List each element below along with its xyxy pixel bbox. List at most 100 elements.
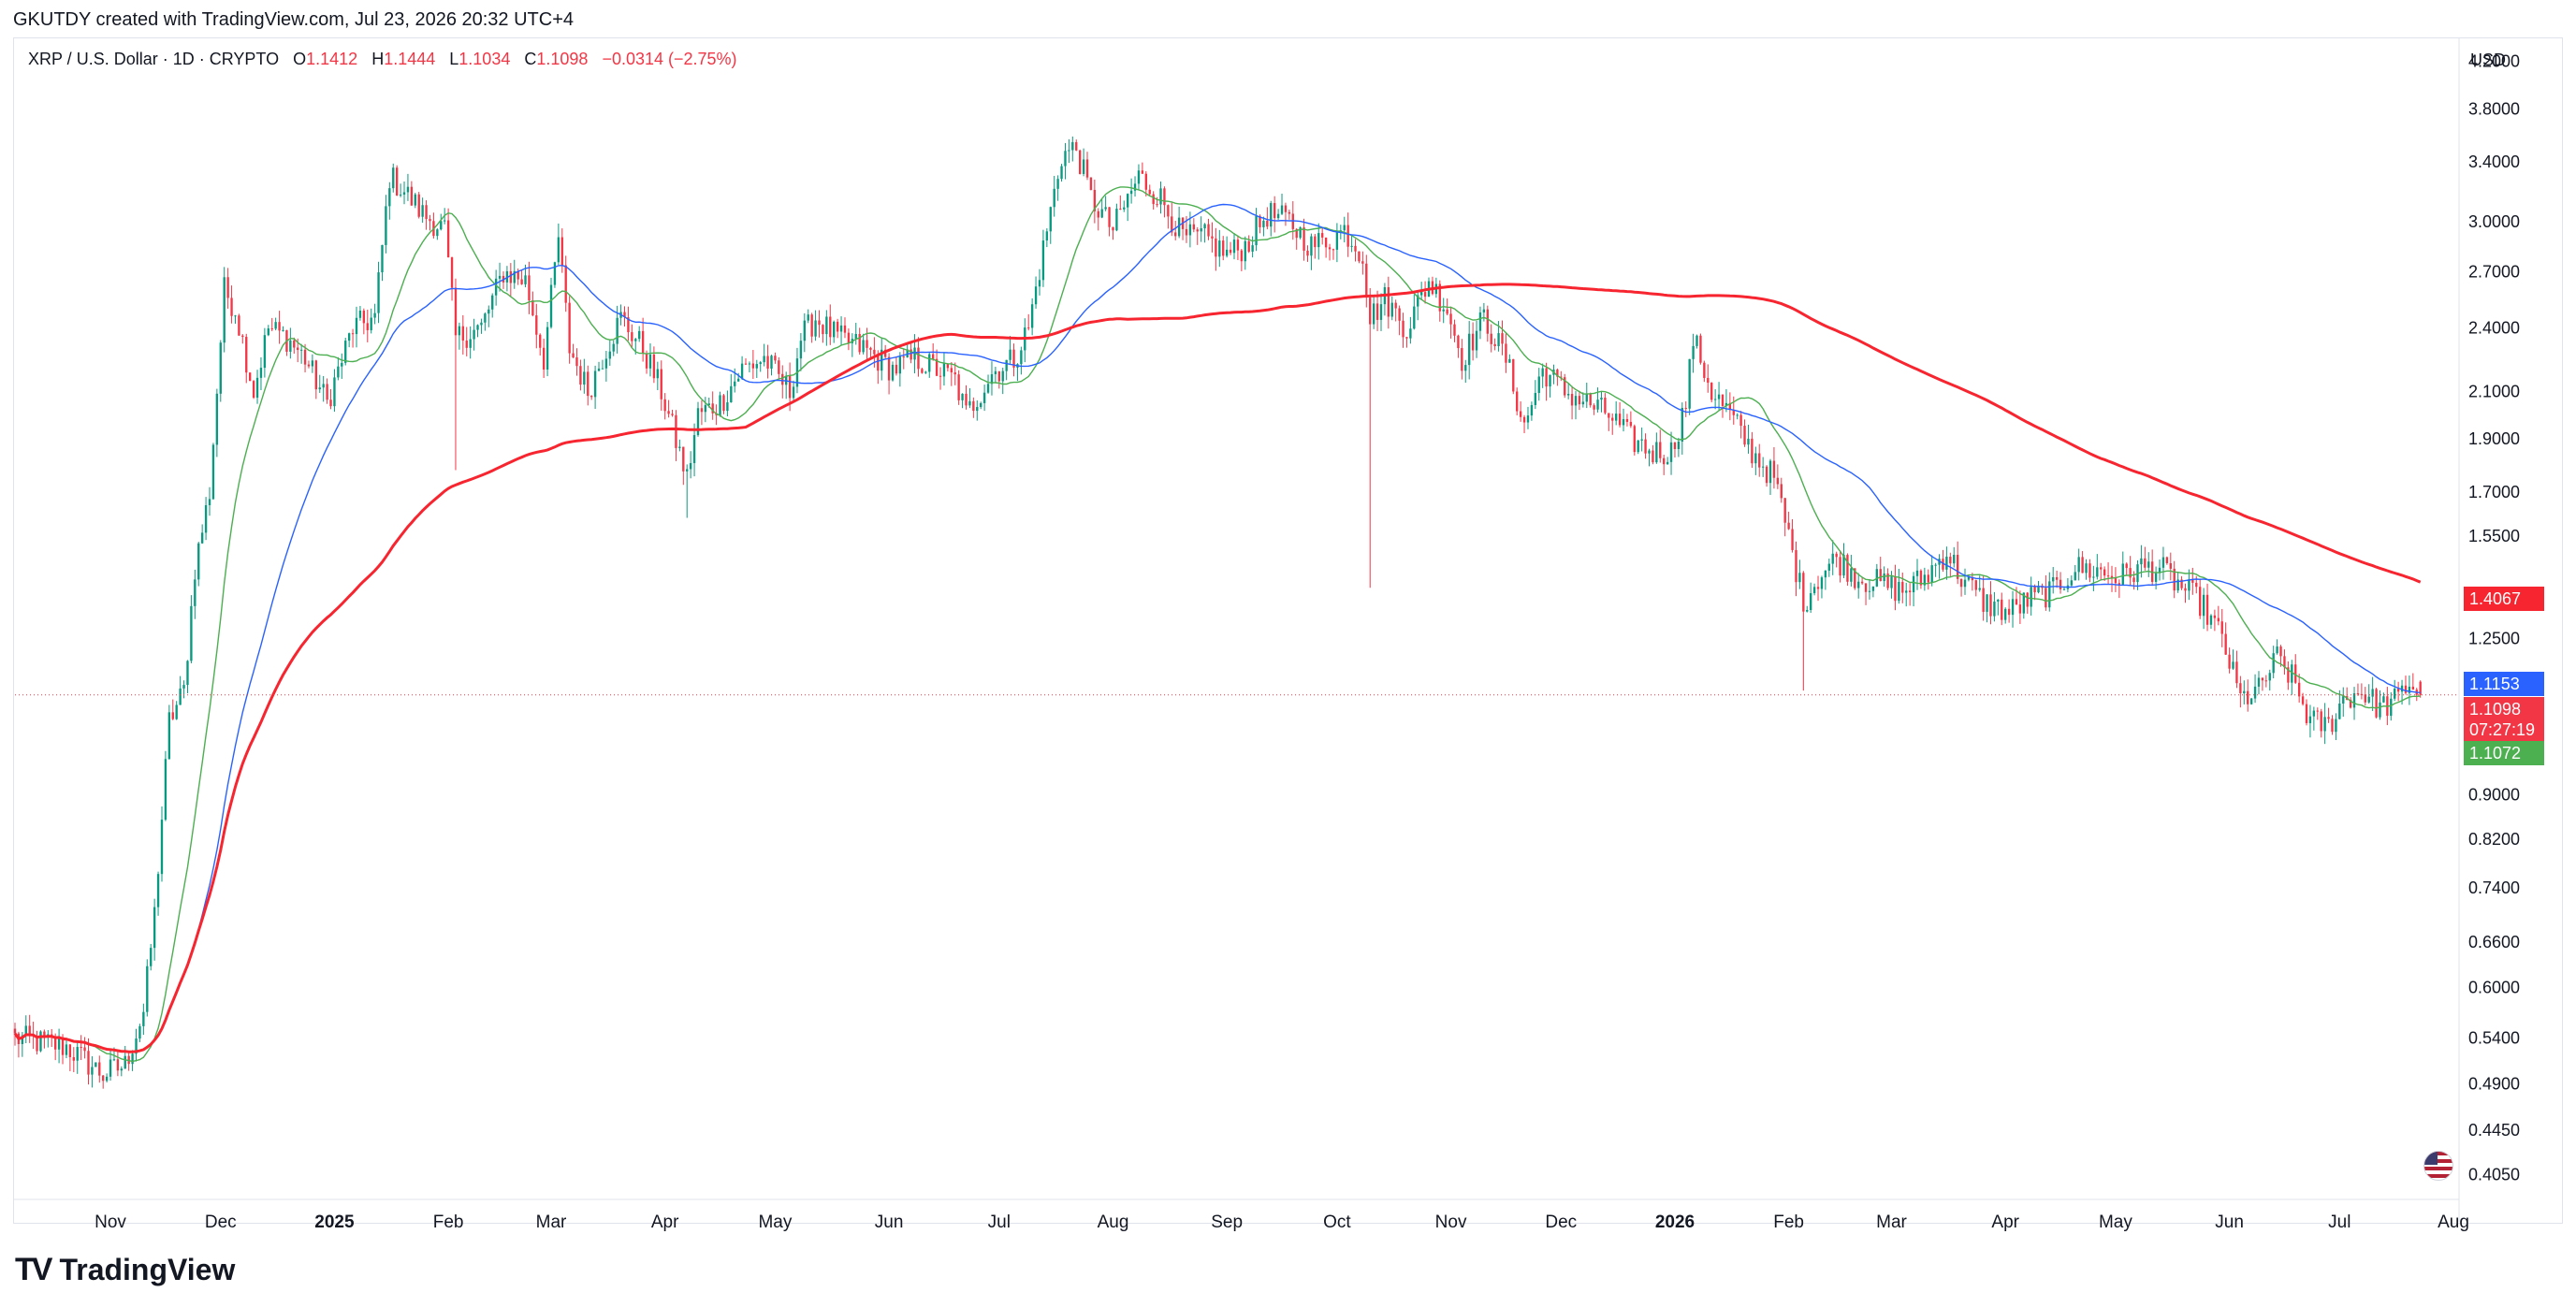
candle-body <box>1100 209 1103 218</box>
candle-body <box>2191 579 2194 583</box>
candle-body <box>675 414 677 448</box>
candle-body <box>1806 610 1809 612</box>
candle-body <box>678 446 681 448</box>
candle-body <box>263 335 267 369</box>
close-value: 1.1098 <box>536 50 589 68</box>
candle-body <box>358 310 362 318</box>
candle-body <box>1159 188 1162 205</box>
candle-body <box>234 315 237 317</box>
candle-body <box>1765 466 1768 484</box>
candle-body <box>2081 557 2084 574</box>
candle-body <box>2283 656 2286 668</box>
candle-body <box>1663 457 1666 465</box>
candle-body <box>1501 333 1504 344</box>
candle-body <box>2096 567 2099 577</box>
tradingview-logo[interactable]: TV TradingView <box>15 1252 235 1288</box>
candle-body <box>1820 577 1824 589</box>
candle-body <box>2100 567 2103 570</box>
candle-body <box>1310 236 1313 256</box>
candle-body <box>1324 237 1328 248</box>
candle-body <box>1614 414 1618 421</box>
y-tick-label: 0.4050 <box>2468 1166 2520 1184</box>
candle-body <box>1068 150 1070 152</box>
candle-body <box>829 316 832 338</box>
candle-body <box>2364 694 2366 703</box>
candle-body <box>1387 286 1390 317</box>
candle-body <box>1688 358 1691 409</box>
candle-body <box>2213 615 2217 618</box>
x-tick-label: Jun <box>2215 1213 2244 1232</box>
candle-body <box>362 310 366 324</box>
candle-body <box>1608 413 1610 418</box>
candle-body <box>1810 593 1812 611</box>
candle-body <box>517 270 519 280</box>
candle-body <box>700 408 704 413</box>
candle-body <box>1596 399 1599 410</box>
candle-body <box>1335 232 1339 250</box>
open-value: 1.1412 <box>306 50 358 68</box>
candle-body <box>1438 283 1441 312</box>
candle-body <box>245 337 248 373</box>
candle-body <box>1802 573 1805 612</box>
candle-body <box>2026 592 2029 607</box>
candle-body <box>696 408 700 436</box>
candle-body <box>91 1067 94 1075</box>
candle-body <box>1923 574 1927 586</box>
candle-body <box>1927 574 1929 583</box>
candle-body <box>579 366 582 385</box>
y-tick-label: 0.4900 <box>2468 1075 2520 1094</box>
candle-body <box>278 322 281 331</box>
candle-body <box>307 364 311 367</box>
candle-body <box>950 368 953 373</box>
candle-body <box>2088 563 2091 578</box>
candle-body <box>1247 240 1250 252</box>
candle-body <box>803 320 806 341</box>
candle-body <box>1321 233 1324 238</box>
candle-body <box>2077 557 2080 573</box>
candle-body <box>299 349 303 351</box>
candle-body <box>2272 653 2275 674</box>
candle-body <box>414 194 416 206</box>
candle-body <box>2180 579 2183 588</box>
candle-body <box>663 399 666 412</box>
candle-body <box>150 948 153 966</box>
candle-body <box>1622 418 1625 426</box>
candle-body <box>1082 159 1085 174</box>
candle-body <box>539 334 542 348</box>
currency-button[interactable]: USD <box>2470 51 2507 69</box>
candle-body <box>219 342 222 394</box>
candle-body <box>395 167 399 196</box>
candle-body <box>1185 228 1188 236</box>
candle-body <box>446 220 450 258</box>
candle-body <box>417 194 420 217</box>
candle-body <box>1332 249 1335 251</box>
candle-body <box>1464 365 1467 371</box>
candle-body <box>1898 582 1900 602</box>
candle-body <box>1526 415 1530 423</box>
us-flag-icon[interactable] <box>2423 1151 2453 1181</box>
candle-body <box>1677 441 1681 450</box>
candle-body <box>1710 383 1713 400</box>
last-price-value: 1.1098 <box>2469 700 2522 719</box>
candle-body <box>480 322 483 326</box>
candle-body <box>473 329 475 340</box>
candle-body <box>704 405 707 413</box>
candle-body <box>1537 376 1540 394</box>
candle-body <box>1148 189 1151 195</box>
candle-body <box>469 339 472 348</box>
candle-body <box>634 339 637 341</box>
candle-body <box>410 186 414 206</box>
candle-body <box>627 317 630 333</box>
candle-body <box>1894 576 1897 602</box>
low-label: L <box>449 50 459 68</box>
candle-body <box>1127 194 1129 208</box>
candle-body <box>1229 249 1232 254</box>
candle-body <box>1475 330 1478 351</box>
y-tick-label: 1.2500 <box>2468 629 2520 647</box>
candle-body <box>2228 654 2231 669</box>
candle-body <box>1211 236 1214 239</box>
candle-body <box>1905 590 1908 593</box>
candle-body <box>2327 717 2330 719</box>
y-tick-label: 1.7000 <box>2468 483 2520 501</box>
